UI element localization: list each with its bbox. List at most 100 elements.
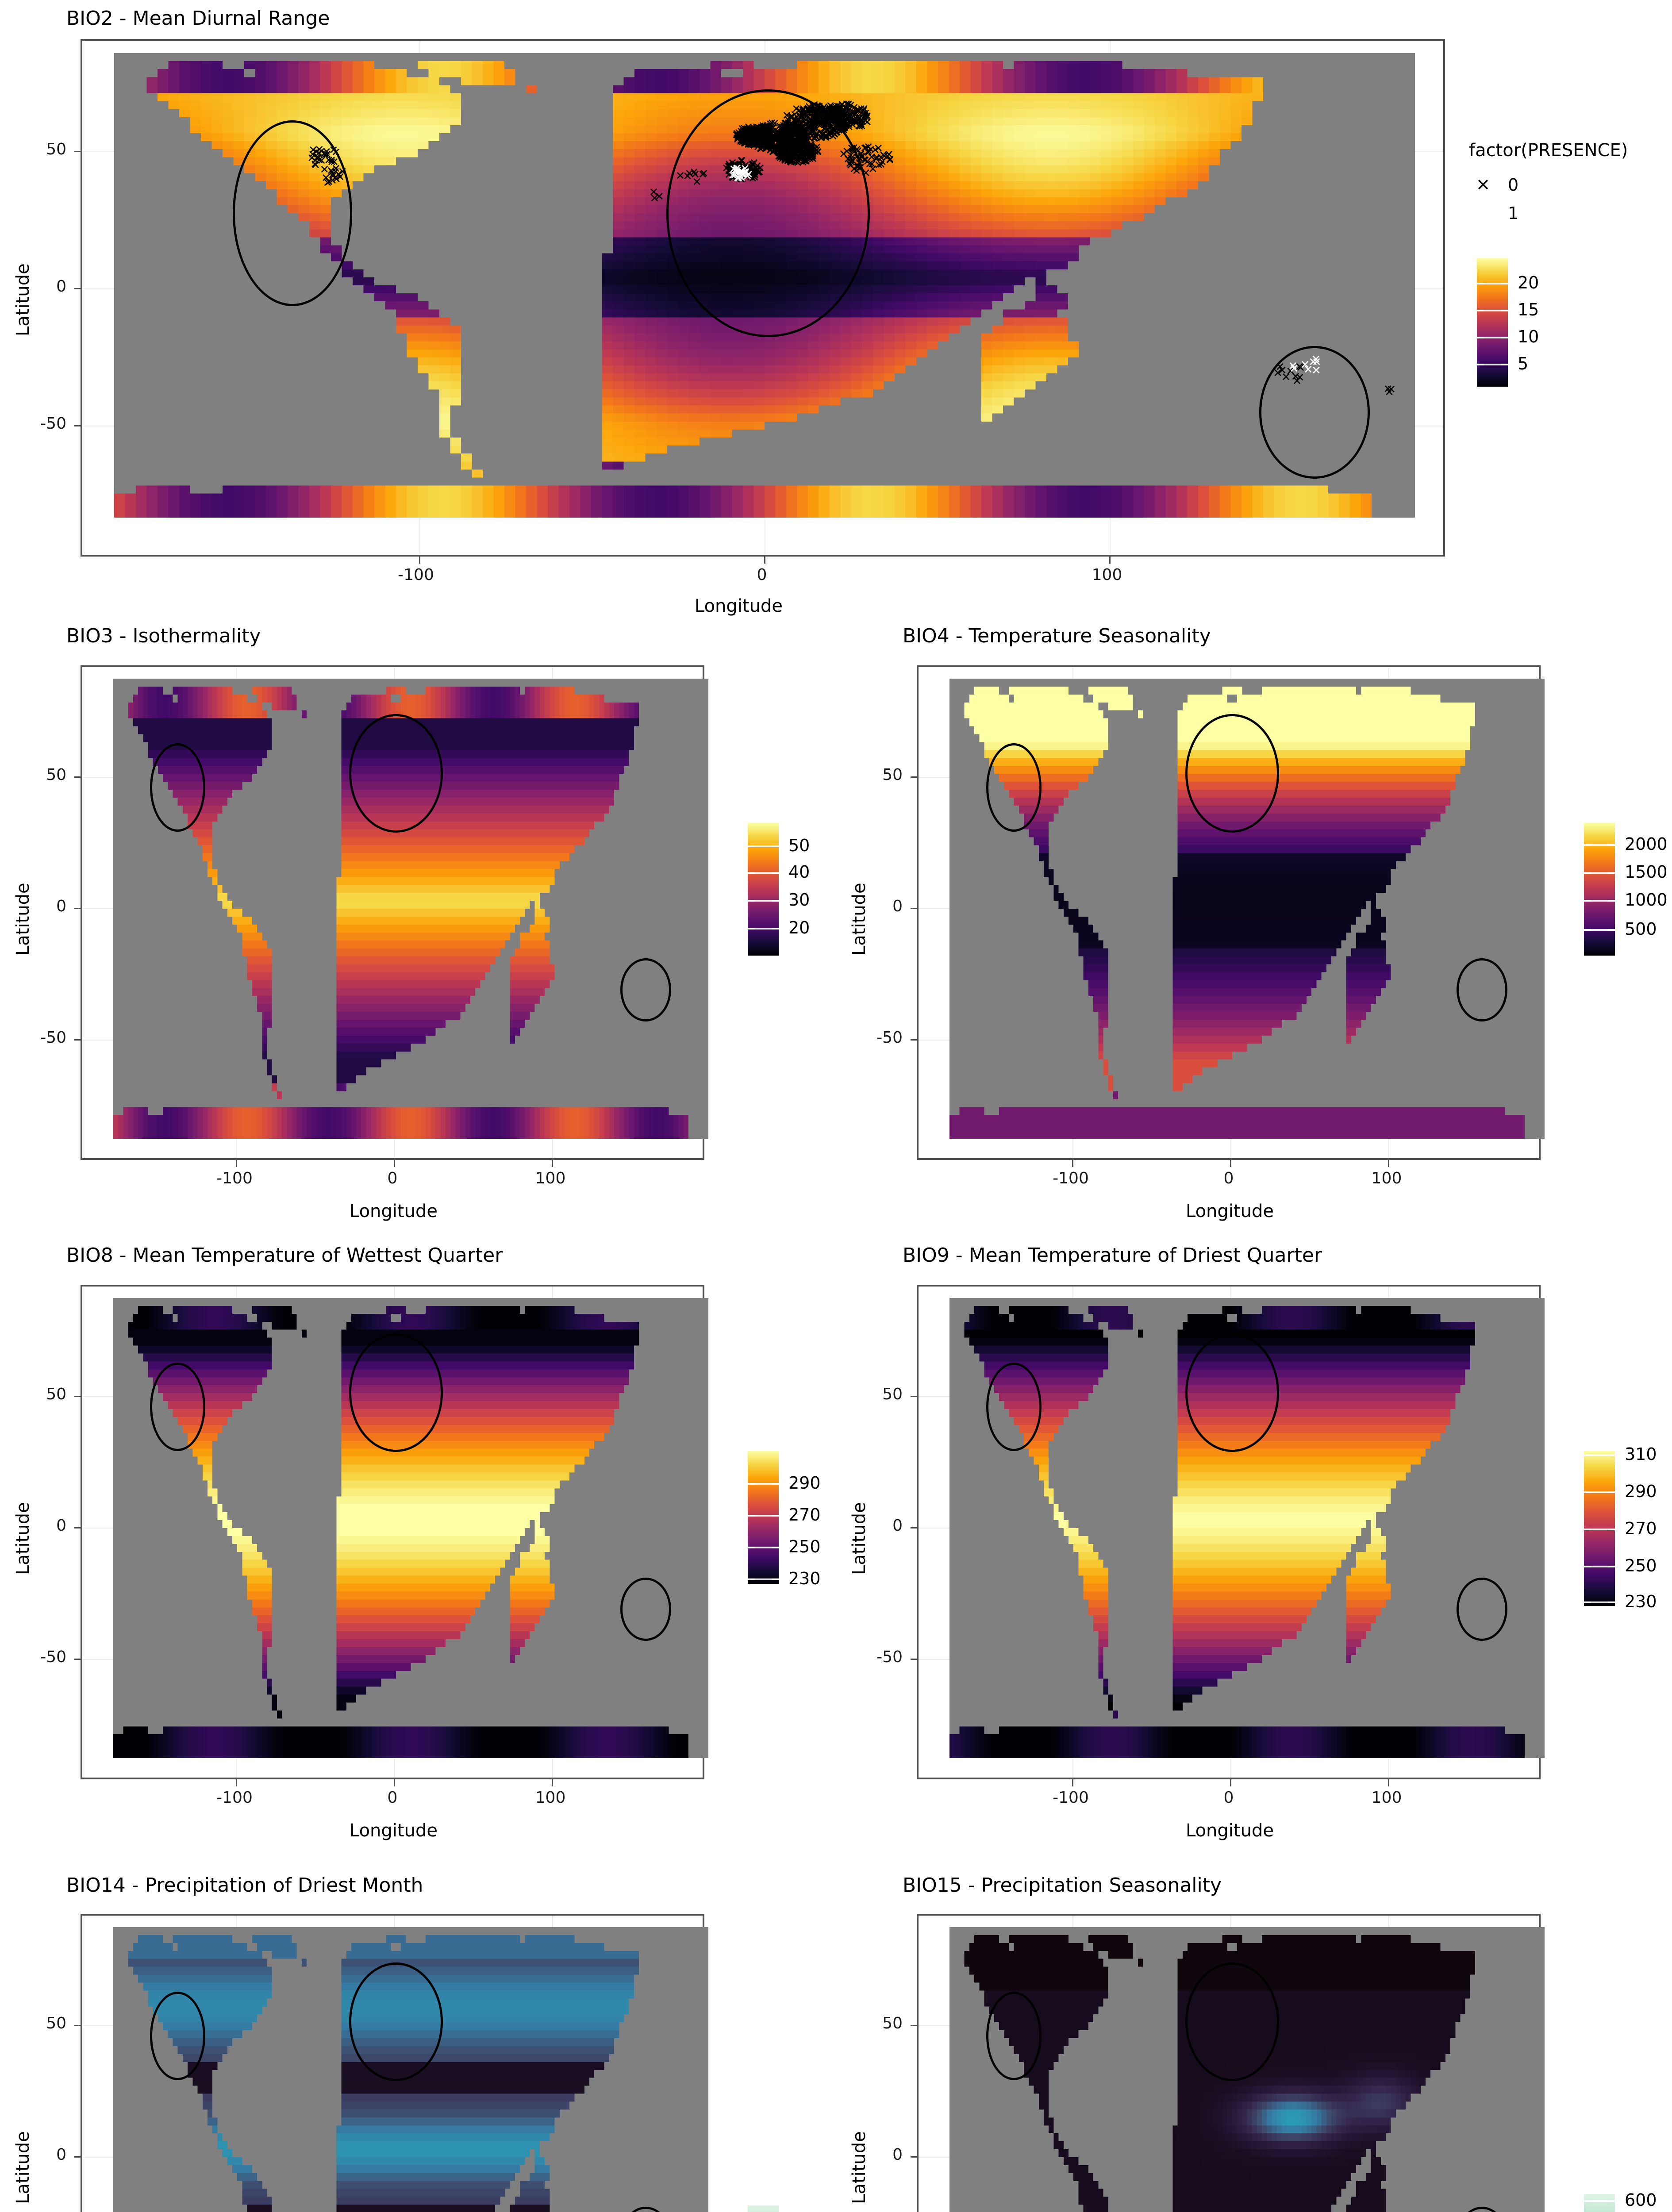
plot-area-bio2: ✕ ✕ ✕ ✕ ✕ ✕ ✕ ✕ ✕ ✕ ✕ ✕ ✕ ✕ ✕ ✕ ✕ ✕ ✕ ✕ ✕ ✕ ✕ ✕ ✕ ✕ ✕ ✕ ✕ ✕ ✕ ✕ ✕ ✕ ✕ ✕ ✕ ✕ ✕ ✕… bbox=[81, 39, 1445, 557]
colorbar-tick-bio9-0: 310 bbox=[1625, 1446, 1657, 1463]
ytick-label-50: 50 bbox=[854, 767, 903, 783]
ellipse-europe-north-africa bbox=[349, 714, 443, 833]
ellipse-europe-north-africa bbox=[1185, 714, 1279, 833]
xtick-label-100: 100 bbox=[1347, 1790, 1426, 1806]
colorbar-tick-bio3-0: 50 bbox=[788, 837, 810, 854]
ellipse-western-north-america bbox=[150, 1363, 205, 1451]
colorbar-tick-bio8-0: 290 bbox=[788, 1475, 821, 1491]
colorbar-tick-bio2-0: 20 bbox=[1518, 274, 1539, 291]
x-axis-title-bio4: Longitude bbox=[1186, 1202, 1274, 1220]
ellipse-western-north-america bbox=[150, 1992, 205, 2080]
ytick-label-50: 50 bbox=[18, 1386, 66, 1402]
ytick-label-50: 50 bbox=[18, 767, 66, 783]
ellipse-australia bbox=[1457, 958, 1507, 1022]
xtick-mark--100 bbox=[419, 557, 420, 564]
colorbar-bio3: 50 40 30 20 bbox=[748, 823, 779, 956]
plot-area-bio4 bbox=[917, 665, 1541, 1160]
colorbar-tick-bio3-1: 40 bbox=[788, 864, 810, 880]
xtick-label-0: 0 bbox=[353, 1790, 432, 1806]
colorbar-bio8: 290 270 250 230 bbox=[748, 1451, 779, 1584]
xtick-label-0: 0 bbox=[353, 1171, 432, 1187]
y-axis-title-bio14: Latitude bbox=[14, 2131, 32, 2204]
plot-area-bio8 bbox=[81, 1285, 704, 1779]
presence-marker: ✕ bbox=[862, 117, 872, 128]
x-axis-title-bio8: Longitude bbox=[350, 1822, 438, 1839]
ytick-label--50: -50 bbox=[854, 1649, 903, 1665]
presence-0-marker-icon: ✕ bbox=[1469, 177, 1497, 193]
plot-area-bio3 bbox=[81, 665, 704, 1160]
colorbar-tick-bio3-3: 20 bbox=[788, 919, 810, 936]
presence-marker: ✕ bbox=[649, 187, 659, 198]
colorbar-bio2: 20 15 10 5 bbox=[1477, 258, 1508, 387]
y-axis-title-bio9: Latitude bbox=[850, 1502, 868, 1575]
figure-root: BIO2 - Mean Diurnal Range ✕ ✕ ✕ ✕ ✕ ✕ ✕ ✕ ✕ ✕ ✕ ✕ ✕ ✕… bbox=[0, 0, 1672, 2212]
xtick-label--100: -100 bbox=[1031, 1171, 1111, 1187]
y-axis-title-bio4: Latitude bbox=[850, 883, 868, 956]
panel-bio14: BIO14 - Precipitation of Driest Month 50… bbox=[0, 1858, 836, 2212]
y-axis-title-bio15: Latitude bbox=[850, 2131, 868, 2204]
colorbar-bio14: 1.0 0.5 0.0 bbox=[748, 2205, 779, 2212]
legend-title-presence: factor(PRESENCE) bbox=[1469, 142, 1628, 159]
xtick-label-0: 0 bbox=[722, 567, 802, 583]
legend-presence: factor(PRESENCE) ✕ 0 ✕ 1 bbox=[1469, 142, 1628, 227]
ellipse-western-north-america bbox=[986, 1363, 1042, 1451]
plot-area-bio9 bbox=[917, 1285, 1541, 1779]
colorbar-tick-bio9-3: 250 bbox=[1625, 1557, 1657, 1574]
presence-marker: ✕ bbox=[877, 157, 887, 168]
presence-marker: ✕ bbox=[870, 145, 880, 156]
ytick-label-50: 50 bbox=[18, 142, 66, 157]
presence-1-marker-icon: ✕ bbox=[1469, 205, 1497, 222]
legend-item-presence-1[interactable]: ✕ 1 bbox=[1469, 199, 1628, 227]
panel-bio4: BIO4 - Temperature Seasonality 50 0 -50 … bbox=[836, 619, 1672, 1243]
legend-label-presence-1: 1 bbox=[1497, 205, 1518, 222]
panel-title-bio3: BIO3 - Isothermality bbox=[66, 626, 261, 646]
colorbar-bio15: 600 400 200 0 bbox=[1584, 2194, 1615, 2212]
x-axis-title-bio9: Longitude bbox=[1186, 1822, 1274, 1839]
panel-bio9: BIO9 - Mean Temperature of Driest Quarte… bbox=[836, 1239, 1672, 1863]
ellipse-western-north-america bbox=[986, 1992, 1042, 2080]
presence-marker: ✕ bbox=[844, 114, 853, 125]
colorbar-tick-bio9-2: 270 bbox=[1625, 1520, 1657, 1537]
y-axis-title-bio3: Latitude bbox=[14, 883, 32, 956]
plot-area-bio15 bbox=[917, 1914, 1541, 2212]
xtick-label--100: -100 bbox=[195, 1790, 274, 1806]
panel-title-bio14: BIO14 - Precipitation of Driest Month bbox=[66, 1876, 423, 1895]
ellipse-australia bbox=[1259, 346, 1370, 479]
ellipse-western-north-america bbox=[150, 743, 205, 832]
panel-bio8: BIO8 - Mean Temperature of Wettest Quart… bbox=[0, 1239, 836, 1863]
colorbar-tick-bio3-2: 30 bbox=[788, 891, 810, 908]
colorbar-tick-bio8-1: 270 bbox=[788, 1506, 821, 1523]
colorbar-bio4: 2000 1500 1000 500 bbox=[1584, 823, 1615, 956]
ytick-label--50: -50 bbox=[18, 1030, 66, 1046]
ytick-label-50: 50 bbox=[18, 2016, 66, 2032]
panel-title-bio9: BIO9 - Mean Temperature of Driest Quarte… bbox=[903, 1246, 1322, 1265]
colorbar-tick-bio4-1: 1500 bbox=[1625, 864, 1668, 880]
ytick-label--50: -50 bbox=[854, 1030, 903, 1046]
presence-marker: ✕ bbox=[860, 143, 870, 154]
colorbar-tick-bio15-0: 600 bbox=[1625, 2192, 1657, 2208]
colorbar-tick-bio8-3: 230 bbox=[788, 1570, 821, 1587]
y-axis-title-bio8: Latitude bbox=[14, 1502, 32, 1575]
colorbar-tick-bio9-1: 290 bbox=[1625, 1483, 1657, 1500]
xtick-label--100: -100 bbox=[195, 1171, 274, 1187]
colorbar-tick-bio8-2: 250 bbox=[788, 1538, 821, 1555]
legend-label-presence-0: 0 bbox=[1497, 177, 1518, 193]
ellipse-australia bbox=[1457, 1578, 1507, 1641]
colorbar-tick-bio2-2: 10 bbox=[1518, 328, 1539, 345]
legend-item-presence-0[interactable]: ✕ 0 bbox=[1469, 171, 1628, 199]
ytick-label-50: 50 bbox=[854, 1386, 903, 1402]
xtick-label-100: 100 bbox=[511, 1790, 590, 1806]
xtick-label--100: -100 bbox=[376, 567, 456, 583]
panel-bio3: BIO3 - Isothermality 50 0 -50 -100 0 100… bbox=[0, 619, 836, 1243]
presence-marker: ✕ bbox=[1387, 384, 1396, 396]
panel-title-bio2: BIO2 - Mean Diurnal Range bbox=[66, 9, 330, 28]
colorbar-tick-bio9-4: 230 bbox=[1625, 1593, 1657, 1610]
ytick-label--50: -50 bbox=[18, 416, 66, 432]
ellipse-western-north-america bbox=[986, 743, 1042, 832]
plot-area-bio14 bbox=[81, 1914, 704, 2212]
ellipse-australia bbox=[620, 1578, 671, 1641]
colorbar-tick-bio2-3: 5 bbox=[1518, 355, 1528, 372]
xtick-label-0: 0 bbox=[1189, 1171, 1268, 1187]
ytick-label-50: 50 bbox=[854, 2016, 903, 2032]
panel-title-bio4: BIO4 - Temperature Seasonality bbox=[903, 626, 1211, 646]
